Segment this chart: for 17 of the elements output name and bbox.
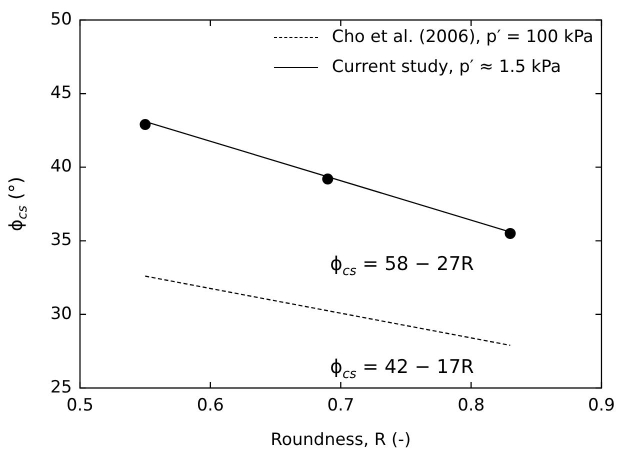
x-tick-label: 0.8 <box>458 396 485 416</box>
legend-label: Current study, p′ ≈ 1.5 kPa <box>332 56 562 79</box>
y-tick-label: 45 <box>50 83 72 104</box>
y-tick-label: 35 <box>50 230 72 250</box>
legend-label: Cho et al. (2006), p′ = 100 kPa <box>332 26 594 49</box>
x-tick-label: 0.9 <box>588 396 616 416</box>
y-tick-label: 50 <box>50 9 72 30</box>
x-tick-label: 0.7 <box>327 396 354 416</box>
y-tick-label: 40 <box>50 156 72 177</box>
point <box>140 119 151 130</box>
point <box>504 228 516 239</box>
x-axis-title: Roundness, R (-) <box>270 430 411 450</box>
y-tick-label: 25 <box>50 377 72 398</box>
x-tick-label: 0.6 <box>196 396 224 416</box>
y-tick-label: 30 <box>50 304 72 324</box>
x-tick-label: 0.5 <box>66 396 94 416</box>
y-axis-title: ϕcs (°) <box>6 176 30 232</box>
